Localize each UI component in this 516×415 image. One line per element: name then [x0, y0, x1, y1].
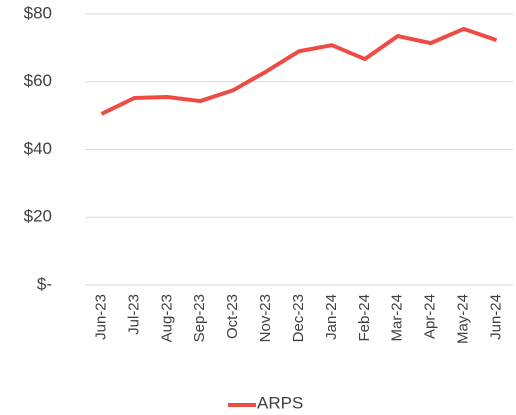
- y-tick-label: $20: [24, 207, 52, 226]
- x-tick-label: Sep-23: [191, 294, 208, 342]
- x-tick-label: Oct-23: [224, 294, 241, 339]
- x-tick-label: May-24: [455, 294, 472, 344]
- y-tick-label: $60: [24, 71, 52, 90]
- x-tick-label: Jul-23: [125, 294, 142, 335]
- x-tick-label: Feb-24: [356, 294, 373, 342]
- x-tick-label: Apr-24: [422, 294, 439, 339]
- y-tick-label: $40: [24, 139, 52, 158]
- legend-label: ARPS: [257, 393, 303, 412]
- x-tick-label: Dec-23: [290, 294, 307, 342]
- x-tick-label: Nov-23: [257, 294, 274, 342]
- y-tick-label: $-: [37, 274, 52, 293]
- y-tick-label: $80: [24, 3, 52, 22]
- x-tick-label: Jun-23: [92, 294, 109, 340]
- x-tick-label: Jun-24: [488, 294, 505, 340]
- x-tick-label: Aug-23: [158, 294, 175, 342]
- line: [100, 26, 498, 116]
- x-tick-label: Jan-24: [323, 294, 340, 340]
- x-tick-label: Mar-24: [389, 294, 406, 342]
